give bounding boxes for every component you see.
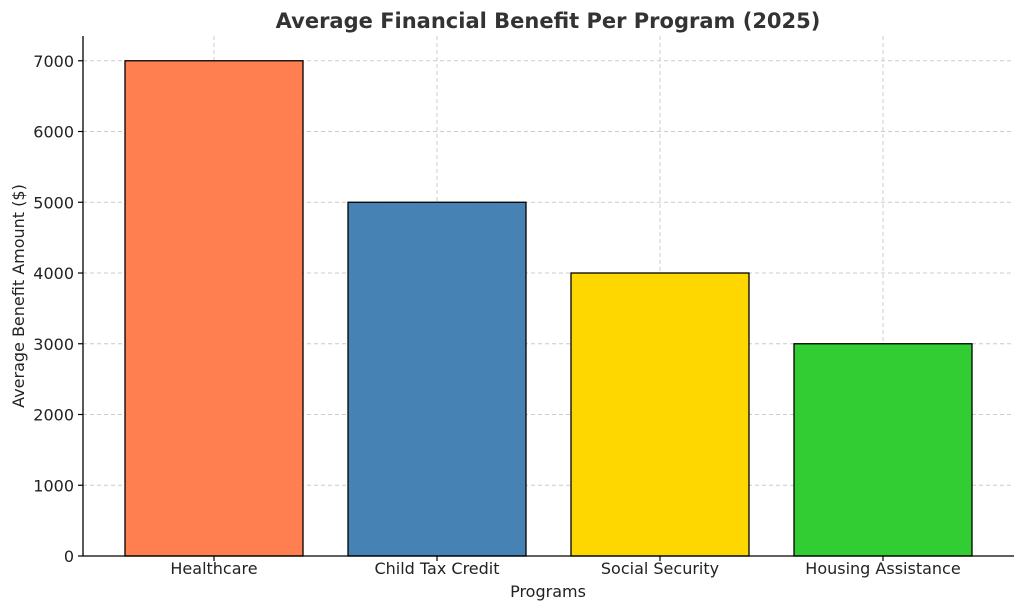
x-tick-label: Healthcare [170, 559, 257, 578]
x-ticks: Healthcare Child Tax Credit Social Securit… [170, 556, 961, 578]
y-tick-label: 3000 [33, 335, 74, 354]
x-tick-label: Social Security [601, 559, 719, 578]
bars [124, 60, 973, 557]
y-tick-label: 7000 [33, 52, 74, 71]
x-tick-label: Child Tax Credit [374, 559, 499, 578]
x-axis-label: Programs [510, 582, 586, 601]
chart-title: Average Financial Benefit Per Program (2… [276, 9, 821, 33]
y-tick-label: 5000 [33, 193, 74, 212]
y-tick-label: 6000 [33, 123, 74, 142]
bar-healthcare [124, 60, 304, 557]
bar-housing-assistance [793, 343, 973, 557]
bar-child-tax-credit [347, 201, 527, 557]
y-tick-label: 2000 [33, 406, 74, 425]
bar-social-security [570, 272, 750, 557]
y-tick-label: 0 [64, 547, 74, 566]
y-ticks: 0 1000 2000 3000 4000 5000 6000 7000 [33, 52, 83, 566]
x-tick-label: Housing Assistance [805, 559, 960, 578]
axes [82, 36, 1014, 557]
y-axis-label: Average Benefit Amount ($) [9, 184, 28, 408]
y-tick-label: 4000 [33, 264, 74, 283]
y-tick-label: 1000 [33, 476, 74, 495]
